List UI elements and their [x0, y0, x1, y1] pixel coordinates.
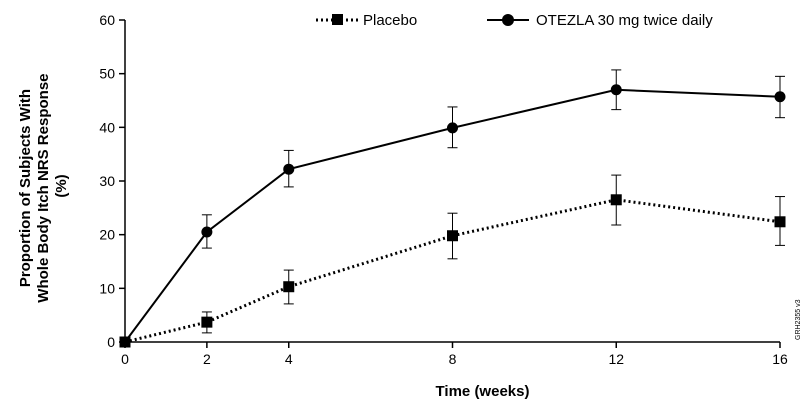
x-axis-title: Time (weeks) [436, 383, 530, 400]
legend: Placebo OTEZLA 30 mg twice daily [316, 12, 713, 29]
series [119, 69, 786, 348]
x-tick-label: 16 [772, 351, 788, 367]
y-axis-title-line-2: Whole Body Itch NRS Response [35, 73, 52, 302]
data-point-square [610, 194, 622, 206]
y-tick-label: 40 [99, 119, 115, 135]
axes [124, 20, 780, 343]
data-point-circle [283, 163, 295, 175]
x-tick-label: 12 [608, 351, 624, 367]
data-point-square [447, 230, 458, 242]
x-tick-label: 0 [121, 351, 129, 367]
y-tick-label: 50 [99, 66, 115, 82]
figure-code-label: GRH2355 v3 [795, 299, 802, 340]
x-tick-label: 4 [285, 351, 293, 367]
legend-otezla-marker [502, 14, 514, 26]
series-otezla [119, 69, 786, 348]
legend-placebo-label: Placebo [363, 12, 417, 29]
y-axis-title: Proportion of Subjects With Whole Body I… [17, 69, 70, 302]
ticks: 0 10 20 30 40 50 60 0 2 4 8 12 16 [99, 12, 788, 367]
y-tick-label: 30 [99, 173, 115, 189]
data-point-circle [201, 226, 213, 238]
y-axis-title-line-3: (%) [53, 174, 70, 197]
series-line [124, 198, 781, 344]
x-tick-label: 2 [203, 351, 211, 367]
y-tick-label: 60 [99, 12, 115, 28]
legend-otezla-label: OTEZLA 30 mg twice daily [536, 12, 713, 29]
x-tick-label: 8 [449, 351, 457, 367]
y-tick-label: 0 [107, 334, 115, 350]
y-axis-title-line-1: Proportion of Subjects With [17, 89, 34, 287]
data-point-circle [119, 336, 131, 348]
data-point-circle [447, 122, 458, 134]
data-point-square [283, 281, 295, 293]
series-placebo [119, 174, 786, 348]
series-line [124, 88, 781, 343]
y-tick-label: 10 [99, 280, 115, 296]
y-tick-label: 20 [99, 227, 115, 243]
legend-item-otezla: OTEZLA 30 mg twice daily [487, 12, 713, 29]
data-point-circle [774, 91, 786, 103]
legend-placebo-marker [332, 14, 343, 25]
data-point-circle [610, 84, 622, 96]
legend-item-placebo: Placebo [316, 12, 417, 29]
data-point-square [201, 316, 213, 328]
data-point-square [774, 216, 786, 228]
